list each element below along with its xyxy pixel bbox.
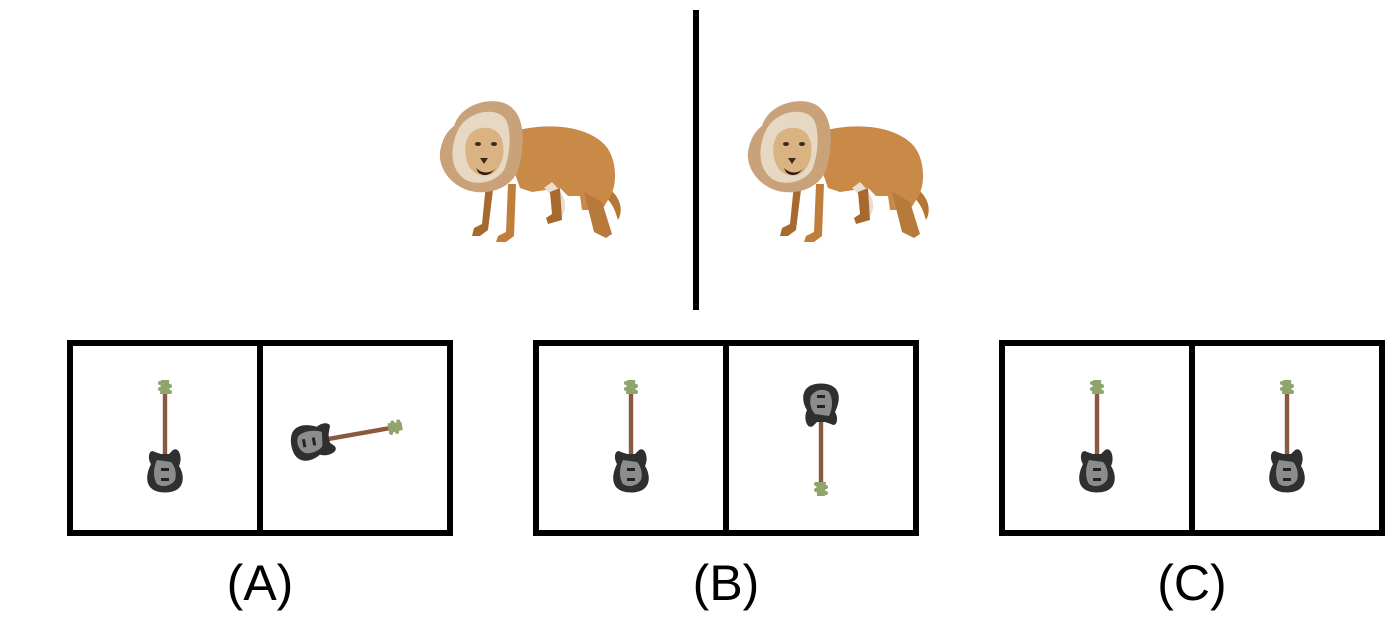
option-b-right-cell (729, 346, 913, 530)
bass-guitar-icon (288, 408, 406, 463)
option-a-label: (A) (226, 555, 294, 611)
option-a-left-cell (73, 346, 257, 530)
bass-guitar-icon (147, 380, 183, 493)
option-b-left-cell (539, 346, 723, 530)
bass-guitar-icon (1269, 380, 1305, 493)
option-a-right-cell (263, 346, 447, 530)
option-c[interactable]: (C) (999, 340, 1385, 611)
option-b-divider (723, 340, 729, 536)
option-c-left-cell (1005, 346, 1189, 530)
option-a-divider (257, 340, 263, 536)
option-c-right-cell (1195, 346, 1379, 530)
lion-image-left (432, 92, 632, 254)
divider-line (693, 10, 699, 310)
bass-guitar-icon (613, 380, 649, 493)
bass-guitar-icon (1079, 380, 1115, 493)
option-c-label: (C) (1157, 555, 1227, 611)
option-b-label: (B) (692, 555, 760, 611)
bass-guitar-icon (803, 383, 839, 496)
option-b[interactable]: (B) (533, 340, 919, 611)
option-c-divider (1189, 340, 1195, 536)
lion-image-right (740, 92, 940, 254)
option-a[interactable]: (A) (67, 340, 453, 611)
